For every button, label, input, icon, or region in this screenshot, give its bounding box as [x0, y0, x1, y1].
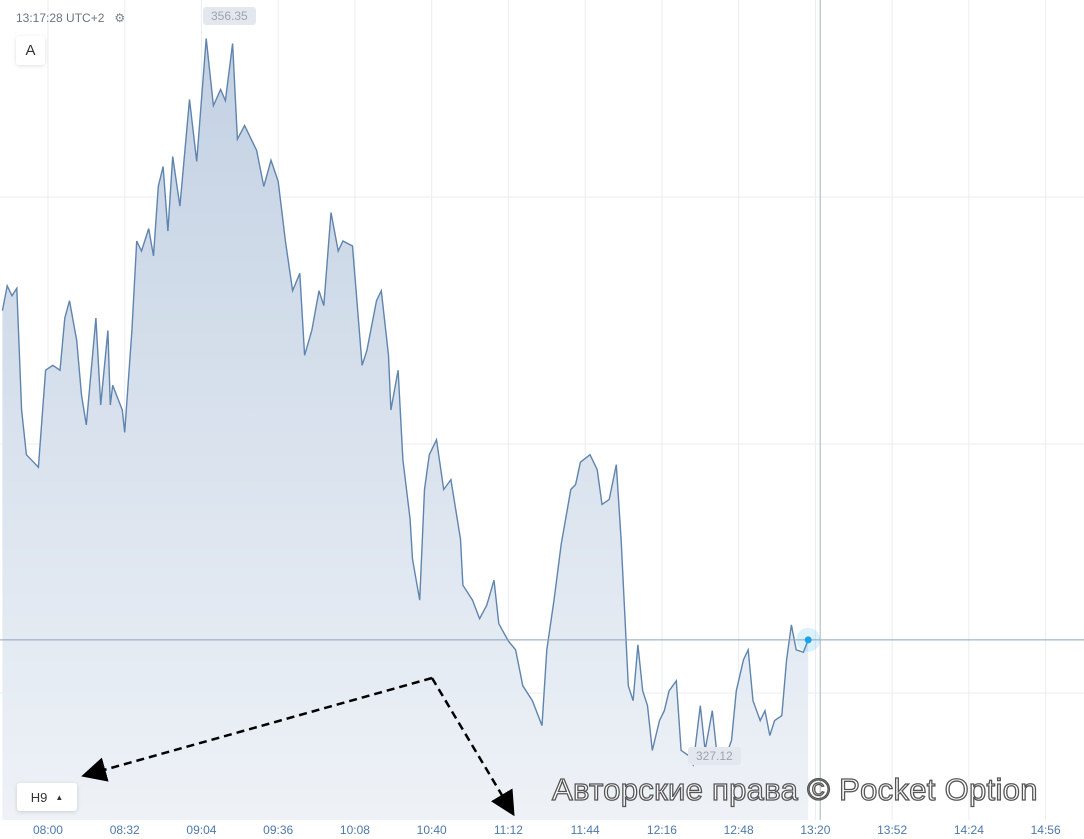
x-tick-label: 10:40: [417, 823, 447, 837]
x-tick-label: 09:36: [263, 823, 293, 837]
annotation-arrow-down: [430, 677, 515, 817]
x-tick-label: 08:00: [33, 823, 63, 837]
x-axis-ticks: 08:00 08:32 09:04 09:36 10:08 10:40 11:12 11:44…: [33, 823, 1061, 837]
x-tick-label: 11:44: [571, 823, 600, 837]
caret-up-icon: ▲: [55, 792, 64, 802]
price-line: [1, 38, 809, 768]
x-tick-label: 12:48: [724, 823, 754, 837]
x-tick-label: 12:16: [647, 823, 677, 837]
x-tick-label: 08:32: [110, 823, 140, 837]
x-tick-label: 09:04: [186, 823, 216, 837]
min-price-label: 327.12: [688, 747, 741, 765]
timeframe-label: H9: [30, 789, 48, 805]
current-price-dot: [804, 636, 812, 644]
price-area-fill: [2, 38, 809, 820]
gear-icon[interactable]: ⚙: [114, 11, 126, 25]
timeframe-button[interactable]: H9 ▲: [17, 783, 77, 811]
x-tick-label: 13:20: [800, 823, 830, 837]
x-tick-label: 13:52: [877, 823, 907, 837]
max-price-label: 356.35: [203, 7, 256, 25]
x-tick-label: 14:24: [954, 823, 984, 837]
clock: 13:17:28 UTC+2 ⚙: [16, 11, 125, 25]
x-tick-label: 14:56: [1031, 823, 1061, 837]
drawing-tools-button[interactable]: A: [16, 36, 45, 65]
x-tick-label: 11:12: [494, 823, 523, 837]
x-tick-label: 10:08: [340, 823, 370, 837]
annotation-arrow-left: [81, 676, 433, 782]
annotation-arrows: [81, 676, 515, 817]
clock-text: 13:17:28 UTC+2: [16, 11, 105, 25]
grid-lines: [0, 0, 1084, 820]
